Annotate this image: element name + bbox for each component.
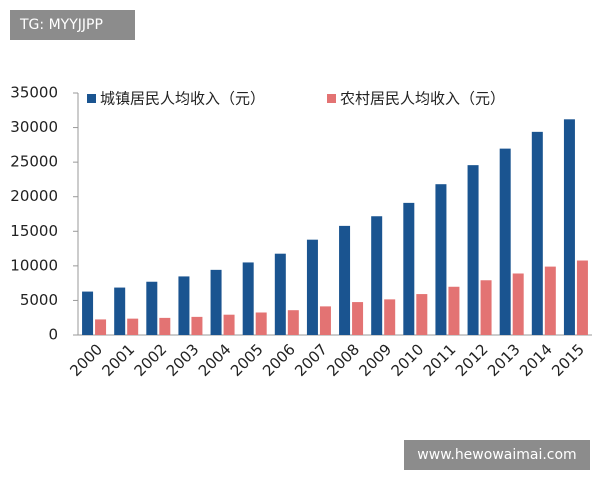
bar xyxy=(403,202,415,335)
y-tick-label: 15000 xyxy=(10,222,58,240)
bar xyxy=(371,216,383,335)
x-tick-label: 2012 xyxy=(452,340,492,380)
bar xyxy=(480,280,492,335)
bar xyxy=(319,306,331,335)
bar xyxy=(159,317,171,335)
bar xyxy=(95,319,107,335)
bar xyxy=(499,148,511,335)
x-tick-label: 2008 xyxy=(323,340,363,380)
y-tick-label: 5000 xyxy=(20,291,58,309)
x-tick-label: 2009 xyxy=(355,340,395,380)
x-tick-label: 2000 xyxy=(66,340,106,380)
bar xyxy=(114,287,126,335)
x-tick-label: 2007 xyxy=(291,340,331,380)
y-tick-label: 35000 xyxy=(10,84,58,102)
bar xyxy=(384,299,396,335)
y-tick-label: 25000 xyxy=(10,153,58,171)
bar xyxy=(448,286,460,335)
bar xyxy=(576,260,588,335)
bar xyxy=(146,281,158,335)
x-tick-label: 2013 xyxy=(484,340,524,380)
legend-swatch xyxy=(87,94,96,103)
x-tick-label: 2005 xyxy=(227,340,267,380)
bar xyxy=(435,184,447,335)
bar xyxy=(255,312,267,335)
bar xyxy=(127,318,139,335)
bar xyxy=(467,165,479,335)
bar xyxy=(512,273,524,335)
bar xyxy=(191,316,203,335)
bar xyxy=(210,269,222,335)
bar xyxy=(416,294,428,335)
watermark: TG: MYYJJPP xyxy=(19,17,103,33)
bar xyxy=(178,276,190,335)
bar xyxy=(563,119,575,335)
y-tick-label: 20000 xyxy=(10,187,58,205)
x-tick-label: 2014 xyxy=(516,340,556,380)
bar xyxy=(306,239,318,335)
x-tick-label: 2006 xyxy=(259,340,299,380)
legend-swatch xyxy=(327,94,336,103)
x-tick-label: 2011 xyxy=(420,340,460,380)
bar xyxy=(287,310,299,335)
watermark-box xyxy=(10,10,135,40)
bar xyxy=(82,291,94,335)
bar xyxy=(531,131,543,335)
watermark-box xyxy=(404,440,590,470)
bar xyxy=(242,262,254,335)
bar xyxy=(223,314,235,335)
x-tick-label: 2010 xyxy=(388,340,428,380)
bar xyxy=(274,253,286,335)
legend-label: 农村居民人均收入（元） xyxy=(340,90,505,108)
bar xyxy=(339,225,351,335)
watermark: www.hewowaimai.com xyxy=(417,447,576,463)
bar xyxy=(544,266,556,335)
y-tick-label: 10000 xyxy=(10,256,58,274)
x-tick-label: 2004 xyxy=(195,340,235,380)
y-tick-label: 30000 xyxy=(10,118,58,136)
x-tick-label: 2002 xyxy=(131,340,171,380)
y-tick-label: 0 xyxy=(48,326,58,344)
x-tick-label: 2001 xyxy=(98,340,138,380)
legend-label: 城镇居民人均收入（元） xyxy=(100,90,265,108)
x-tick-label: 2003 xyxy=(163,340,203,380)
bar xyxy=(352,302,364,335)
x-tick-label: 2015 xyxy=(548,340,588,380)
